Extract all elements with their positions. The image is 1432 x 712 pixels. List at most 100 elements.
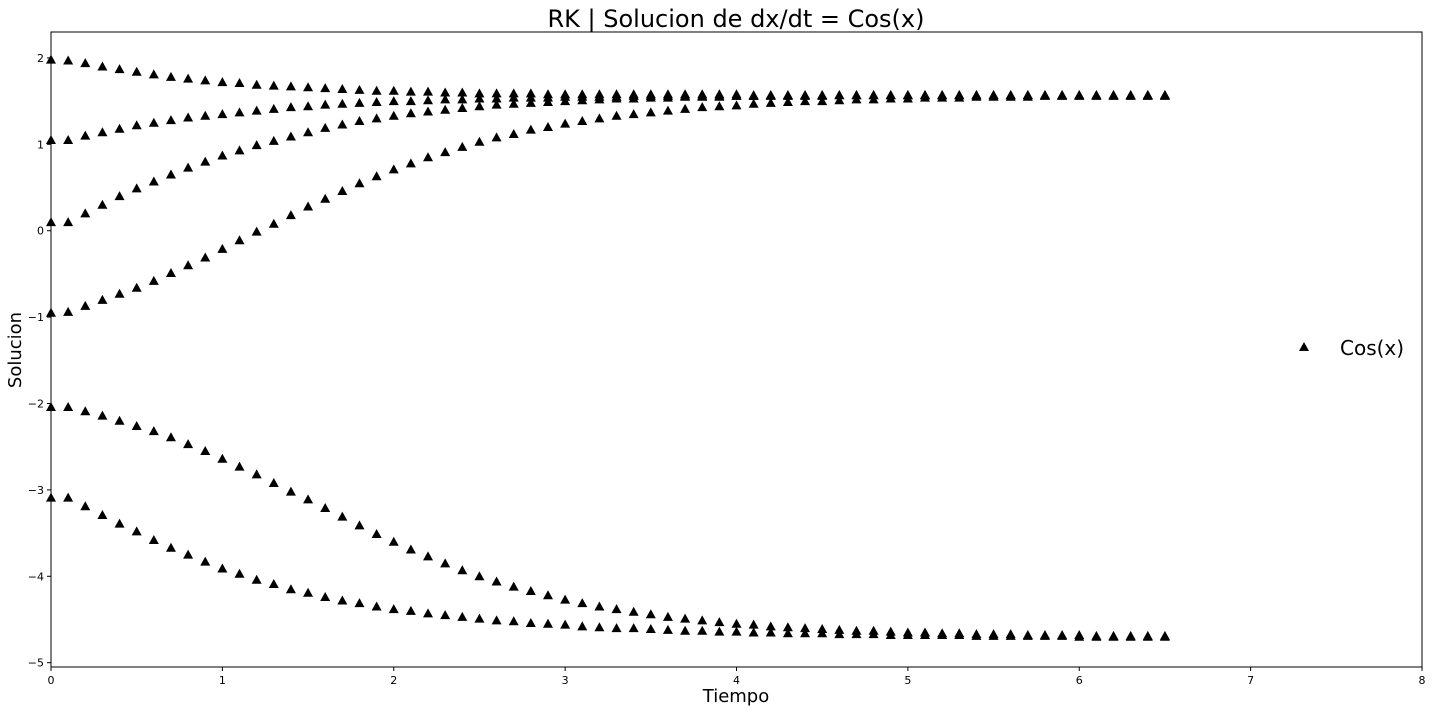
data-point xyxy=(491,88,502,98)
data-point xyxy=(440,610,451,620)
data-point xyxy=(1074,90,1085,100)
data-point xyxy=(114,415,125,425)
data-point xyxy=(320,99,331,109)
data-point xyxy=(405,158,416,168)
data-point xyxy=(577,95,588,105)
data-point xyxy=(525,617,536,627)
x-tick-label: 3 xyxy=(562,674,569,687)
data-point xyxy=(303,82,314,92)
data-point xyxy=(46,217,56,227)
data-point xyxy=(217,563,228,573)
data-point xyxy=(560,96,571,106)
data-point xyxy=(320,193,331,203)
data-point xyxy=(148,117,159,127)
data-point xyxy=(46,307,56,317)
data-point xyxy=(474,571,485,581)
data-point xyxy=(251,469,262,479)
data-point xyxy=(268,135,279,145)
data-point xyxy=(234,568,245,578)
data-point xyxy=(46,401,56,411)
data-point xyxy=(628,606,639,616)
data-point xyxy=(131,420,142,430)
data-point xyxy=(817,628,828,638)
data-point xyxy=(303,494,314,504)
data-point xyxy=(234,145,245,155)
data-point xyxy=(508,616,519,626)
data-point xyxy=(714,91,725,101)
data-point xyxy=(560,118,571,128)
data-point xyxy=(474,88,485,98)
plot-area xyxy=(46,31,1423,668)
data-point xyxy=(303,201,314,211)
data-point xyxy=(834,629,845,639)
data-point xyxy=(217,243,228,253)
data-point xyxy=(217,150,228,160)
data-point xyxy=(268,80,279,90)
data-point xyxy=(731,626,742,636)
data-point xyxy=(525,124,536,134)
data-point xyxy=(491,99,502,109)
data-point xyxy=(508,92,519,102)
x-tick-label: 1 xyxy=(219,674,226,687)
data-point xyxy=(63,306,74,316)
data-point xyxy=(697,102,708,112)
x-tick-label: 0 xyxy=(48,674,55,687)
data-point xyxy=(1125,631,1136,641)
data-point xyxy=(285,131,296,141)
data-point xyxy=(217,77,228,87)
data-point xyxy=(388,536,399,546)
data-point xyxy=(440,94,451,104)
data-point xyxy=(954,630,965,640)
data-point xyxy=(508,581,519,591)
data-point xyxy=(491,93,502,103)
data-point xyxy=(765,97,776,107)
data-point xyxy=(662,611,673,621)
data-point xyxy=(1039,630,1050,640)
data-point xyxy=(577,598,588,608)
legend: Cos(x) xyxy=(1299,336,1404,360)
data-point xyxy=(645,609,656,619)
data-point xyxy=(388,604,399,614)
data-point xyxy=(405,544,416,554)
data-point xyxy=(714,101,725,111)
data-point xyxy=(80,406,91,416)
y-tick-label: 1 xyxy=(37,138,44,151)
data-point xyxy=(371,85,382,95)
data-point xyxy=(800,96,811,106)
data-point xyxy=(251,140,262,150)
data-point xyxy=(165,542,176,552)
data-point xyxy=(285,584,296,594)
data-point xyxy=(542,618,553,628)
data-point xyxy=(200,156,211,166)
data-point xyxy=(800,90,811,100)
data-point xyxy=(388,85,399,95)
data-point xyxy=(748,627,759,637)
data-point xyxy=(354,178,365,188)
data-point xyxy=(457,94,468,104)
data-point xyxy=(423,95,434,105)
data-point xyxy=(594,94,605,104)
data-point xyxy=(662,92,673,102)
data-point xyxy=(440,87,451,97)
data-point xyxy=(577,621,588,631)
data-point xyxy=(165,71,176,81)
data-point xyxy=(1142,631,1153,641)
data-point xyxy=(680,613,691,623)
data-point xyxy=(885,630,896,640)
data-point xyxy=(800,623,811,633)
data-point xyxy=(440,104,451,114)
data-point xyxy=(183,112,194,122)
data-point xyxy=(474,101,485,111)
data-point xyxy=(560,594,571,604)
data-point xyxy=(937,630,948,640)
data-point xyxy=(200,110,211,120)
data-point xyxy=(97,410,108,420)
data-point xyxy=(491,132,502,142)
data-point xyxy=(131,66,142,76)
data-point xyxy=(731,90,742,100)
data-point xyxy=(320,83,331,93)
y-tick-label: 0 xyxy=(37,225,44,238)
data-point xyxy=(474,136,485,146)
data-point xyxy=(731,100,742,110)
